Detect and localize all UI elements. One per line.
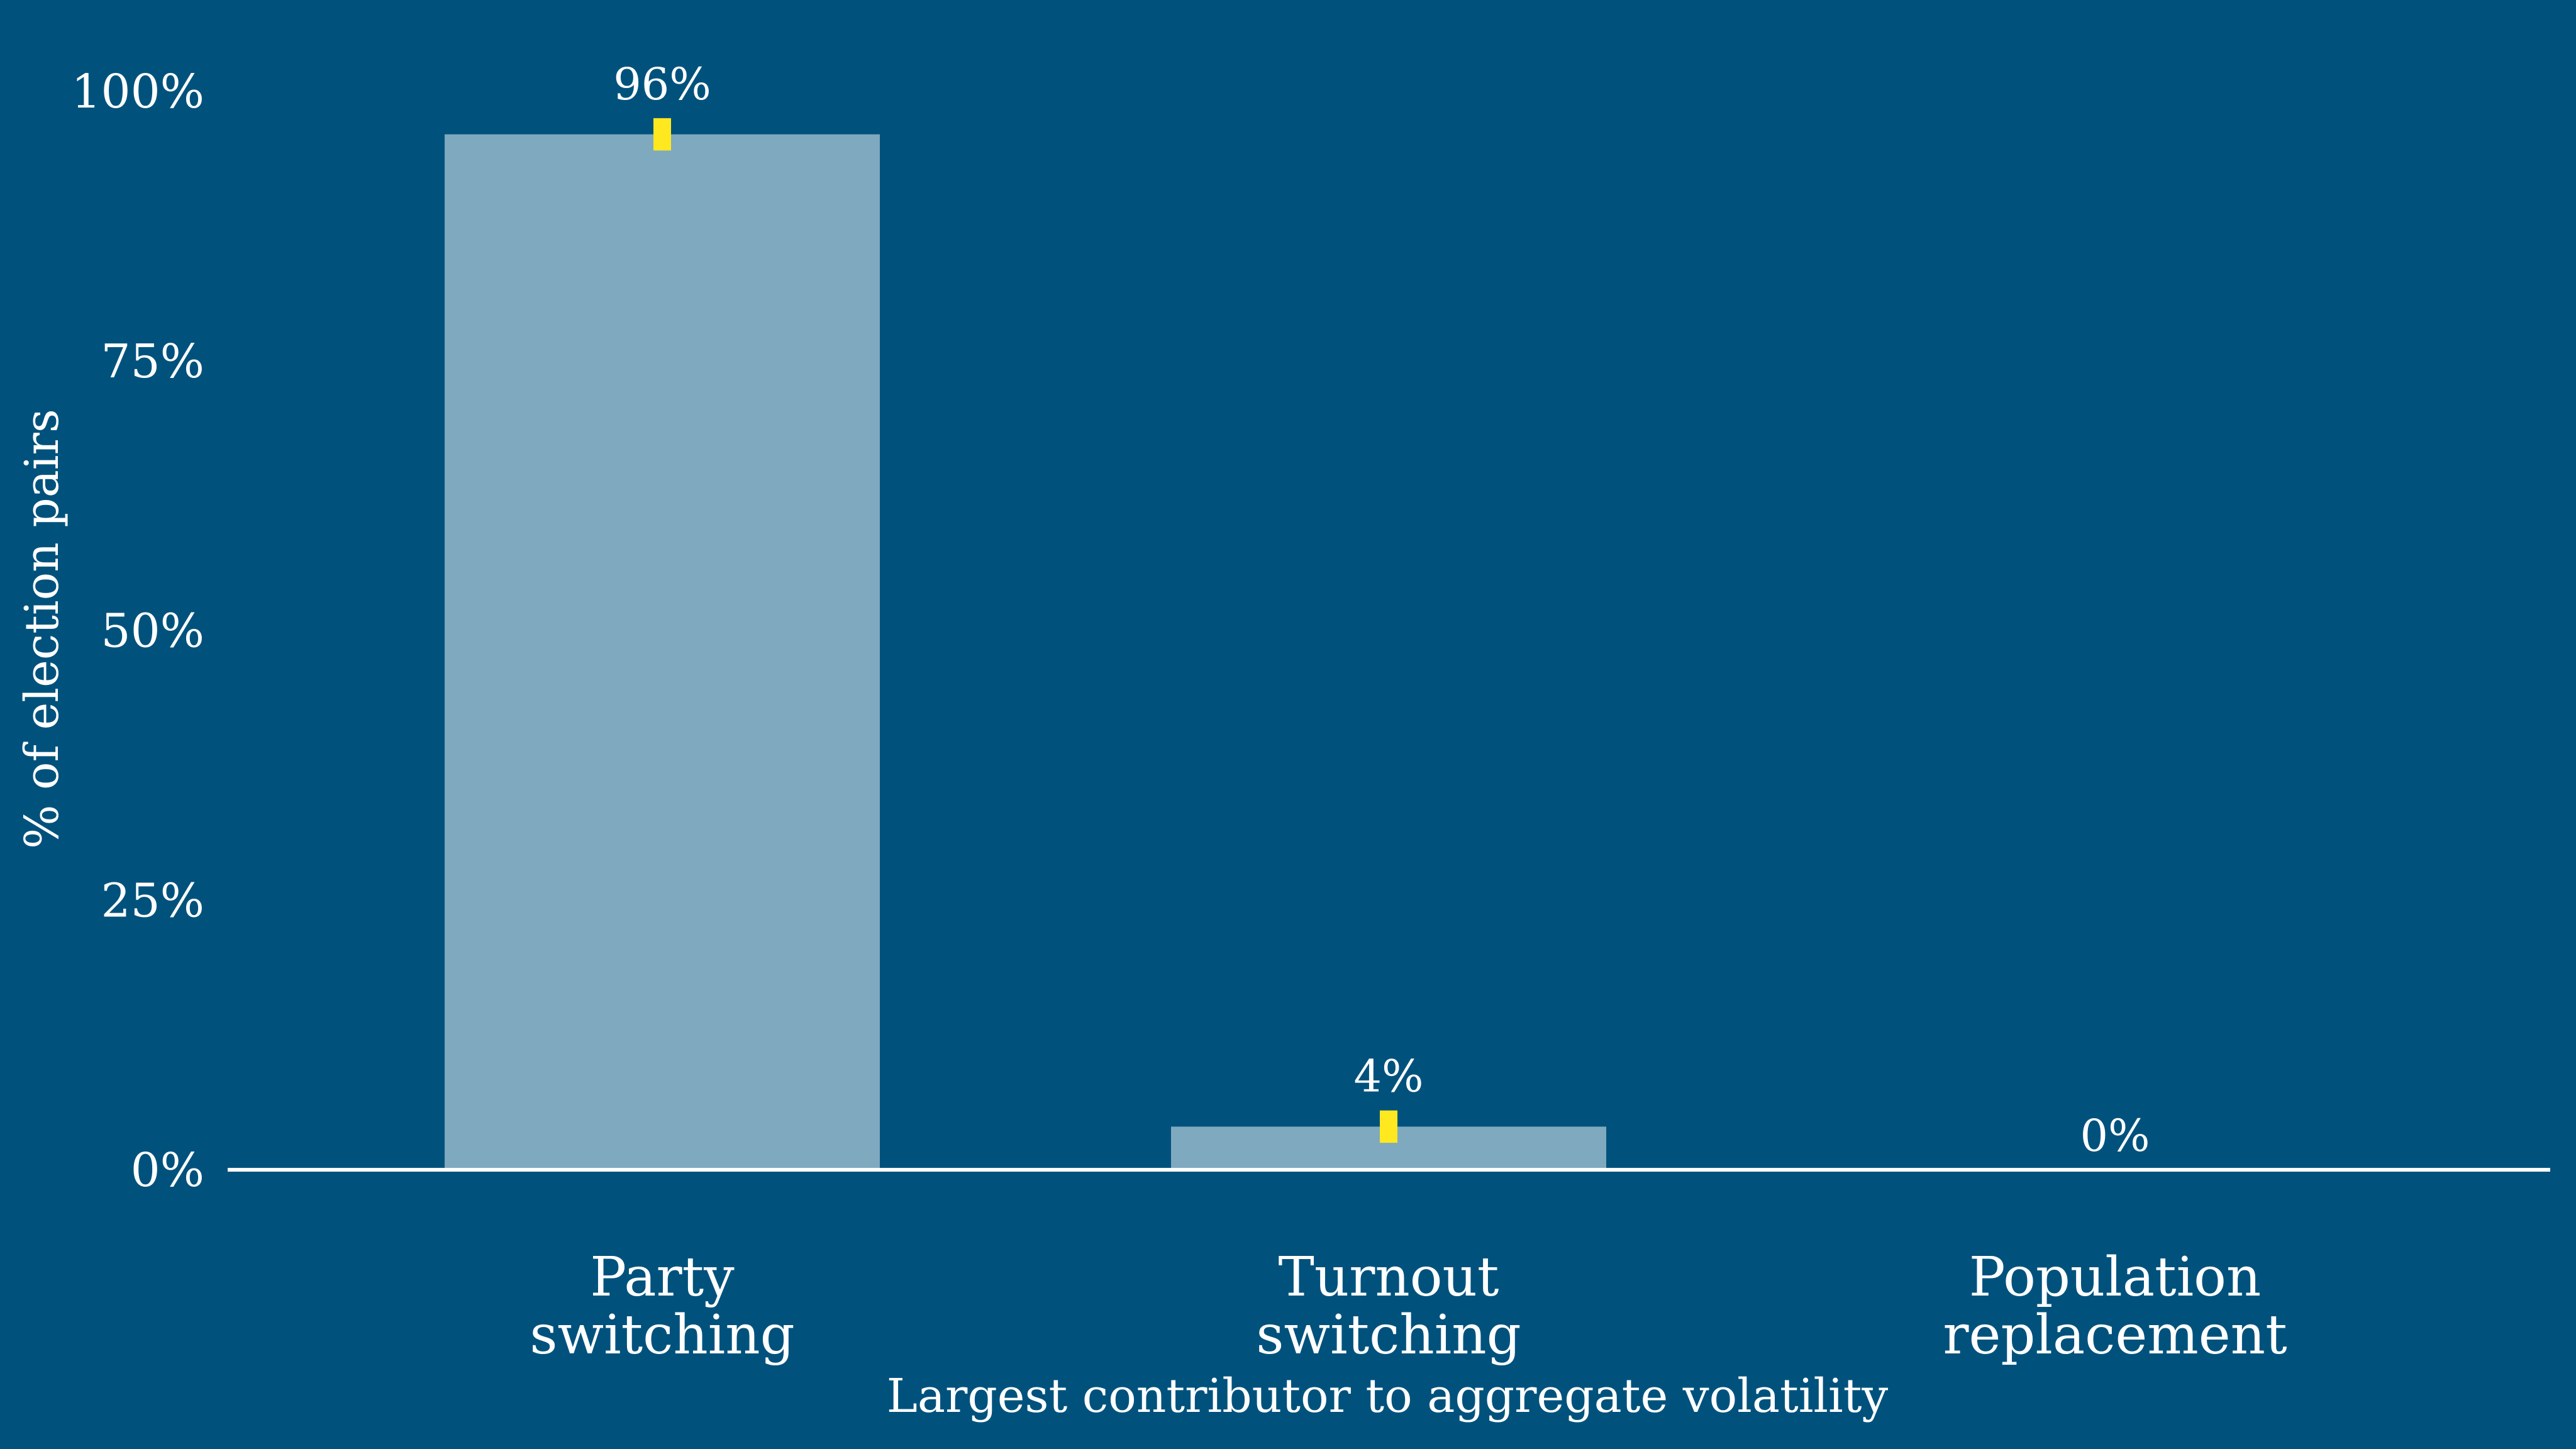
data-label: 4% <box>1353 1051 1423 1102</box>
x-category-label: Turnout switching <box>1256 1246 1521 1367</box>
data-labels-group: 96% 4% 0% <box>613 58 2150 1162</box>
y-axis-title: % of election pairs <box>15 409 69 849</box>
y-tick-label: 75% <box>101 335 204 389</box>
data-label: 0% <box>2080 1110 2150 1162</box>
x-category-label: Party switching <box>530 1246 794 1367</box>
y-tick-label: 100% <box>71 65 204 119</box>
x-axis-title: Largest contributor to aggregate volatil… <box>887 1369 1889 1423</box>
bar <box>445 134 880 1170</box>
y-tick-label: 0% <box>131 1143 204 1197</box>
bars-group <box>445 134 1606 1170</box>
x-category-label: Population replacement <box>1943 1246 2287 1367</box>
y-tick-label: 25% <box>101 874 204 928</box>
y-axis-ticks: 0% 25% 50% 75% 100% <box>71 65 204 1197</box>
data-label: 96% <box>613 58 711 110</box>
error-bars-group <box>653 118 1397 1143</box>
category-labels-group: Party switching Turnout switching Population… <box>530 1246 2287 1367</box>
error-bar <box>653 118 671 151</box>
y-tick-label: 50% <box>101 604 204 658</box>
error-bar <box>1380 1110 1397 1143</box>
